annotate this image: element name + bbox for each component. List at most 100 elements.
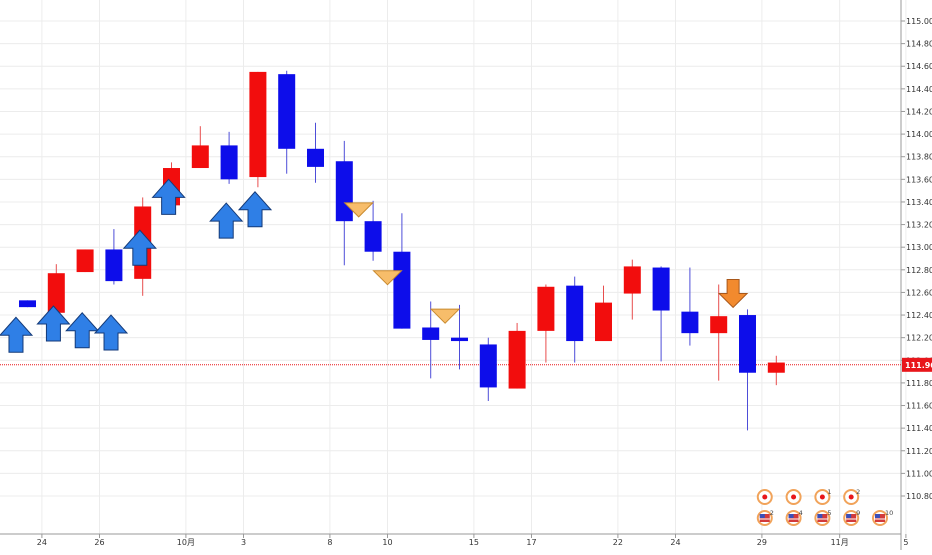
candle-body [681,311,699,334]
candle [710,284,728,381]
candle-body [537,286,555,331]
y-tick-label: 112.200 [906,334,932,343]
y-tick-label: 111.800 [906,379,932,388]
jp-event-icon: 2 [843,488,860,505]
candle-body [710,316,728,334]
candle-body [191,145,209,169]
candle-body [393,251,411,329]
event-count: 9 [856,509,860,517]
y-tick-label: 111.000 [906,469,932,478]
candle [364,200,382,261]
candle-body [422,327,440,340]
event-dot [848,494,854,500]
x-tick-label: 24 [670,538,680,547]
sell-triangle-icon [429,308,461,324]
x-tick-label: 24 [37,538,47,547]
us-event-icon: 4 [785,509,803,526]
event-count: 2 [856,488,860,496]
x-tick-label: 26 [94,538,104,547]
event-count: 5 [827,509,831,517]
candle-body [47,273,65,313]
candle [249,71,267,188]
candles [19,70,785,431]
y-tick-label: 110.800 [906,492,932,501]
x-tick-label: 10 [382,538,392,547]
y-tick-label: 113.800 [906,153,932,162]
price-badge-label: 111.960 [905,361,932,370]
jp-event-icon [785,489,802,505]
buy-arrow-icon [36,305,71,342]
y-tick-label: 111.600 [906,402,932,411]
y-tick-label: 112.400 [906,311,932,320]
event-flag-canton [788,514,794,518]
candle [479,337,497,401]
x-tick-label: 17 [526,538,536,547]
y-tick-label: 111.400 [906,424,932,433]
y-tick-label: 113.600 [906,175,932,184]
buy-arrow-icon [93,314,129,351]
event-count: 1 [827,488,831,496]
jp-event-icon: 1 [814,488,832,505]
y-tick-label: 115.000 [906,17,932,26]
candle [76,249,94,273]
candle [652,266,670,362]
sell-signals [343,202,749,324]
price-badge-bg [902,357,932,372]
candle [47,264,65,316]
candle [191,126,209,169]
candle [220,131,238,184]
current-price-badge: 111.960 [902,357,932,372]
event-flag-canton [846,514,852,518]
sell-triangle-icon [372,270,403,286]
buy-arrow-icon [209,202,244,239]
y-tick-label: 113.000 [906,243,932,252]
candle [595,285,612,342]
candle [307,122,324,183]
candle-body [566,285,584,342]
y-tick-label: 114.800 [906,40,932,49]
event-dot [819,494,825,500]
candle-body [508,330,526,389]
x-tick-label: 10月 [177,538,195,547]
x-tick-label: 5 [903,538,908,547]
candle-body [623,266,641,294]
us-event-icon: 5 [814,509,832,526]
buy-arrow-icon [237,191,273,228]
y-tick-label: 111.200 [906,447,932,456]
x-tick-label: 11月 [831,538,849,547]
candle [681,267,699,346]
candle-body [19,300,36,308]
us-event-icon: 2 [756,509,774,526]
candle-body [364,221,382,252]
candle [105,229,123,285]
candle-body [335,161,353,222]
buy-arrow-icon [151,178,186,215]
x-tick-label: 22 [613,538,623,547]
candle-body [105,249,123,282]
jp-event-icon [756,489,773,505]
candle [767,355,785,386]
y-tick-label: 113.400 [906,198,932,207]
y-tick-label: 114.600 [906,62,932,71]
candle-body [307,148,324,167]
candle-body [739,315,756,373]
event-flag-canton [759,514,765,518]
candle-body [220,145,238,180]
candle [537,284,555,363]
candle [566,276,584,363]
candle-body [76,249,94,273]
candle [278,70,296,174]
candle [19,300,36,308]
sell-triangle-icon [343,202,374,218]
y-tick-label: 114.000 [906,130,932,139]
event-dot [791,494,797,500]
event-dot [762,494,768,500]
x-tick-label: 8 [327,538,332,547]
x-tick-label: 3 [241,538,246,547]
candle [623,259,641,320]
buy-arrow-icon [122,229,157,266]
candle [508,322,526,389]
candle-body [278,74,296,149]
